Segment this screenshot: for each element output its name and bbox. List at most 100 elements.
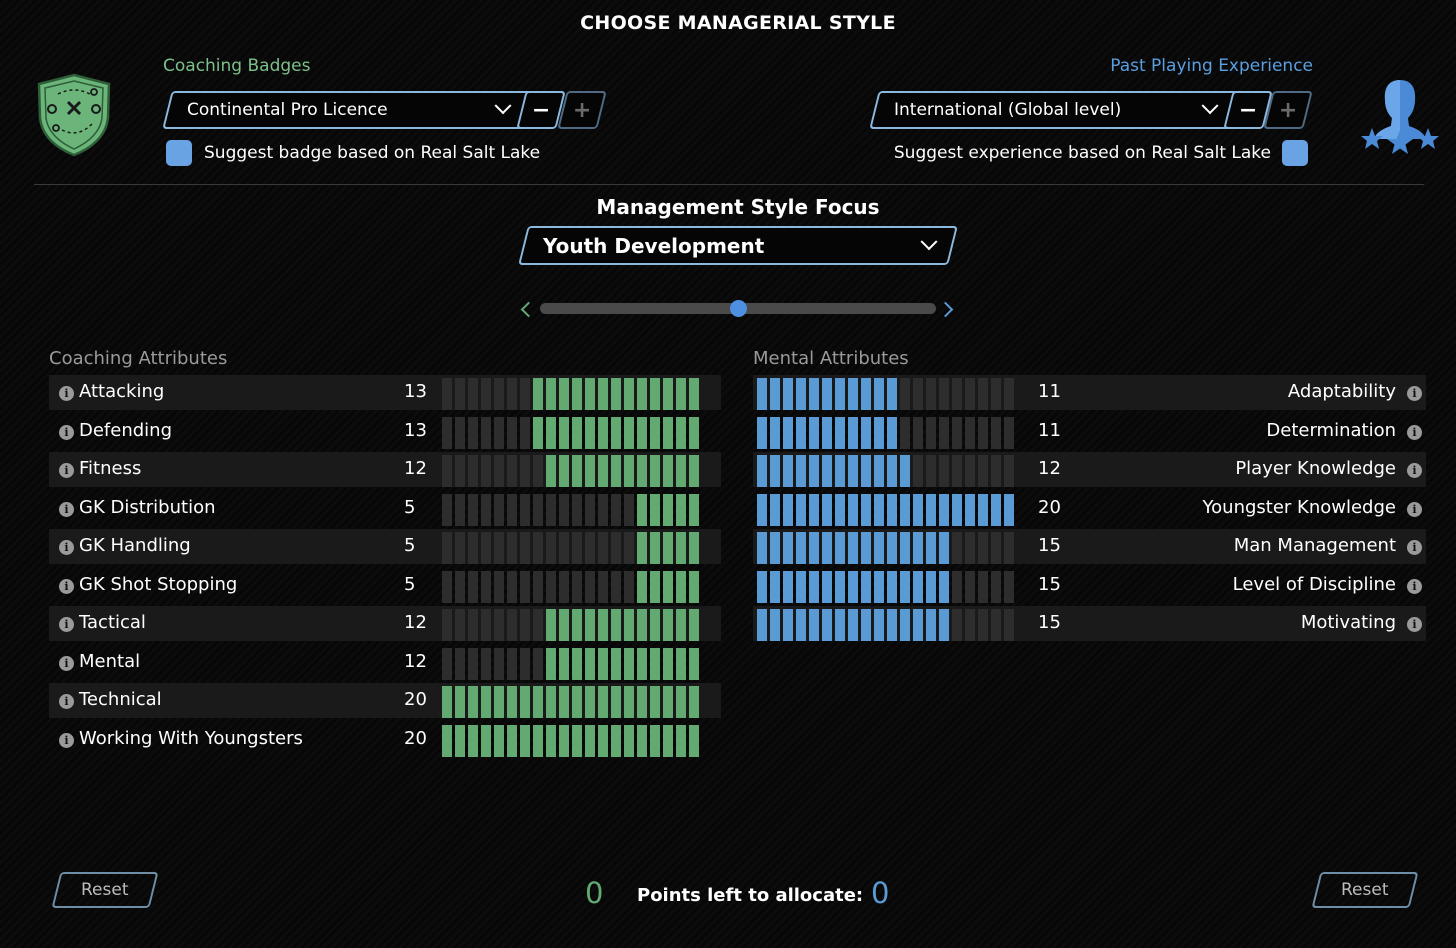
info-icon[interactable]: i [1407, 463, 1422, 478]
bar-segment [757, 609, 767, 641]
attribute-label: GK Distribution [79, 496, 216, 518]
attribute-bar [442, 455, 699, 487]
info-icon[interactable]: i [59, 501, 74, 517]
past-experience-label: Past Playing Experience [1110, 56, 1313, 76]
info-icon[interactable]: i [59, 617, 74, 632]
bar-segment [572, 647, 582, 680]
bar-segment [611, 609, 621, 641]
bar-segment [585, 686, 595, 718]
bar-segment [1004, 570, 1014, 603]
attribute-value: 12 [1038, 458, 1061, 479]
bar-segment [939, 532, 949, 564]
bar-segment [533, 378, 543, 410]
info-icon[interactable]: i [1407, 386, 1422, 401]
attribute-bar [442, 416, 699, 449]
info-icon[interactable]: i [1407, 617, 1422, 632]
info-icon[interactable]: i [1407, 578, 1422, 594]
bar-segment [585, 647, 595, 680]
badge-increase-button[interactable]: + [557, 91, 607, 129]
bar-segment [1004, 493, 1014, 526]
bar-segment [585, 416, 595, 449]
bar-segment [481, 609, 491, 641]
bar-segment [848, 455, 858, 487]
bar-segment [965, 570, 975, 603]
suggest-badge-checkbox[interactable] [166, 140, 192, 166]
bar-segment [442, 455, 452, 487]
bar-segment [455, 724, 465, 757]
bar-segment [835, 378, 845, 410]
mental-attributes-heading: Mental Attributes [753, 348, 909, 369]
coaching-attribute-row: i Working With Youngsters 20 [49, 722, 721, 757]
bar-segment [520, 493, 530, 526]
bar-segment [572, 570, 582, 603]
info-icon[interactable]: i [59, 578, 74, 594]
bar-segment [455, 455, 465, 487]
bar-segment [689, 686, 699, 718]
bar-segment [913, 416, 923, 449]
reset-coaching-button[interactable]: Reset [51, 872, 159, 908]
info-icon[interactable]: i [59, 655, 74, 671]
bar-segment [494, 378, 504, 410]
suggest-experience-label: Suggest experience based on Real Salt La… [893, 143, 1271, 163]
attribute-bar [442, 570, 699, 603]
bar-segment [637, 686, 647, 718]
bar-segment [887, 416, 897, 449]
bar-segment [637, 493, 647, 526]
focus-dropdown[interactable]: Youth Development [518, 226, 958, 265]
bar-segment [874, 532, 884, 564]
info-icon[interactable]: i [1407, 501, 1422, 517]
bar-segment [507, 532, 517, 564]
bar-segment [952, 532, 962, 564]
bar-segment [809, 570, 819, 603]
suggest-experience-checkbox[interactable] [1282, 140, 1308, 166]
bar-segment [559, 570, 569, 603]
info-icon[interactable]: i [59, 540, 74, 555]
bar-segment [598, 455, 608, 487]
attribute-label: Level of Discipline [1232, 573, 1396, 595]
attribute-value: 5 [404, 573, 416, 595]
reset-mental-button[interactable]: Reset [1311, 872, 1419, 908]
bar-segment [468, 378, 478, 410]
bar-segment [770, 609, 780, 641]
bar-segment [494, 570, 504, 603]
bar-segment [796, 493, 806, 526]
bar-segment [952, 609, 962, 641]
past-experience-dropdown[interactable]: International (Global level) [869, 91, 1239, 129]
focus-slider-knob[interactable] [729, 300, 747, 317]
attribute-value: 12 [404, 650, 427, 672]
bar-segment [559, 647, 569, 680]
suggest-badge-label: Suggest badge based on Real Salt Lake [204, 143, 541, 163]
attribute-value: 20 [1038, 496, 1061, 518]
divider [34, 184, 1424, 185]
bar-segment [848, 532, 858, 564]
attribute-value: 15 [1038, 573, 1061, 595]
bar-segment [783, 493, 793, 526]
slider-right-arrow-icon[interactable] [937, 301, 954, 318]
bar-segment [650, 724, 660, 757]
bar-segment [585, 455, 595, 487]
attribute-value: 13 [404, 381, 427, 402]
bar-segment [650, 455, 660, 487]
info-icon[interactable]: i [59, 694, 74, 709]
info-icon[interactable]: i [59, 424, 74, 440]
bar-segment [624, 724, 634, 757]
bar-segment [572, 686, 582, 718]
bar-segment [637, 647, 647, 680]
slider-left-arrow-icon[interactable] [520, 301, 537, 318]
info-icon[interactable]: i [1407, 540, 1422, 555]
experience-increase-button[interactable]: + [1263, 91, 1313, 129]
bar-segment [559, 455, 569, 487]
info-icon[interactable]: i [1407, 424, 1422, 440]
bar-segment [757, 455, 767, 487]
bar-segment [468, 609, 478, 641]
mental-attribute-row: 12 Player Knowledge i [753, 452, 1426, 487]
bar-segment [455, 416, 465, 449]
attribute-value: 12 [404, 458, 427, 479]
mental-attribute-row: 15 Level of Discipline i [753, 568, 1426, 603]
coaching-attribute-row: i GK Shot Stopping 5 [49, 568, 721, 603]
bar-segment [874, 416, 884, 449]
info-icon[interactable]: i [59, 732, 74, 748]
info-icon[interactable]: i [59, 386, 74, 401]
coaching-badge-dropdown[interactable]: Continental Pro Licence [162, 91, 532, 129]
info-icon[interactable]: i [59, 463, 74, 478]
